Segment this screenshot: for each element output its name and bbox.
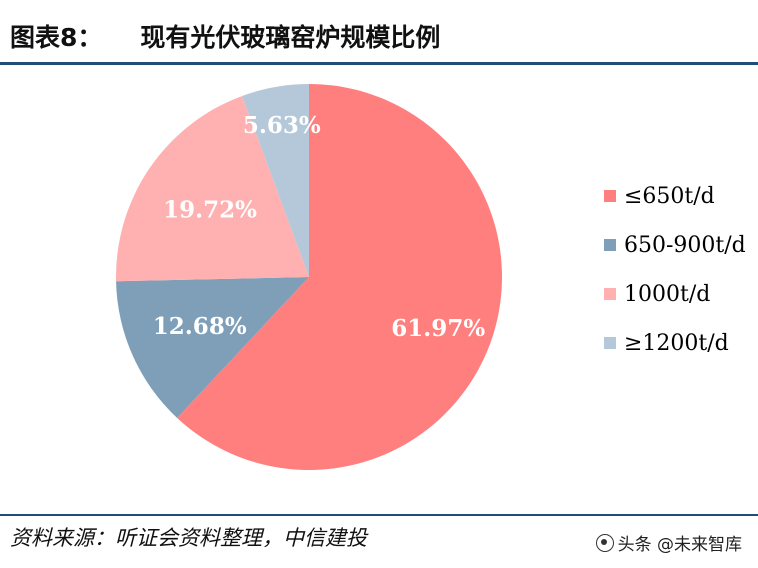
pie-slices	[116, 84, 503, 471]
pie-chart: 61.97% 12.68% 19.72% 5.63%	[116, 84, 503, 471]
legend-label: 650-900t/d	[624, 232, 746, 258]
top-rule	[0, 62, 758, 65]
pie-label-ge-1200: 5.63%	[243, 112, 321, 139]
bottom-rule	[0, 514, 758, 516]
legend-swatch	[604, 288, 616, 300]
watermark-icon	[595, 533, 614, 552]
pie-label-le-650: 61.97%	[391, 315, 485, 342]
chart-title: 现有光伏玻璃窑炉规模比例	[140, 23, 441, 52]
pie-labels: 61.97% 12.68% 19.72% 5.63%	[153, 112, 486, 342]
legend-item-ge-1200: ≥1200t/d	[604, 330, 754, 356]
legend-item-le-650: ≤650t/d	[604, 183, 754, 209]
legend-item-1000: 1000t/d	[604, 281, 754, 307]
pie-label-650-900: 12.68%	[153, 313, 247, 340]
pie-slice-le-650	[177, 84, 503, 471]
legend-swatch	[604, 337, 616, 349]
legend-item-650-900: 650-900t/d	[604, 232, 754, 258]
pie-slice-1000	[116, 95, 310, 282]
chart-legend: ≤650t/d 650-900t/d 1000t/d ≥1200t/d	[604, 184, 754, 380]
legend-swatch	[604, 239, 616, 251]
legend-label: 1000t/d	[624, 281, 711, 307]
pie-slice-ge-1200	[242, 84, 309, 277]
chart-title-row: 图表8： 现有光伏玻璃窑炉规模比例	[10, 16, 748, 56]
watermark-text: 头条 @未来智库	[617, 535, 742, 555]
pie-label-1000: 19.72%	[163, 197, 257, 224]
pie-slice-650-900	[116, 277, 310, 418]
source-note: 资料来源：听证会资料整理，中信建投	[10, 526, 367, 550]
watermark: 头条 @未来智库	[595, 530, 742, 555]
legend-label: ≤650t/d	[624, 183, 715, 209]
legend-swatch	[604, 190, 616, 202]
figure-number: 图表8：	[10, 23, 103, 52]
legend-label: ≥1200t/d	[624, 330, 729, 356]
